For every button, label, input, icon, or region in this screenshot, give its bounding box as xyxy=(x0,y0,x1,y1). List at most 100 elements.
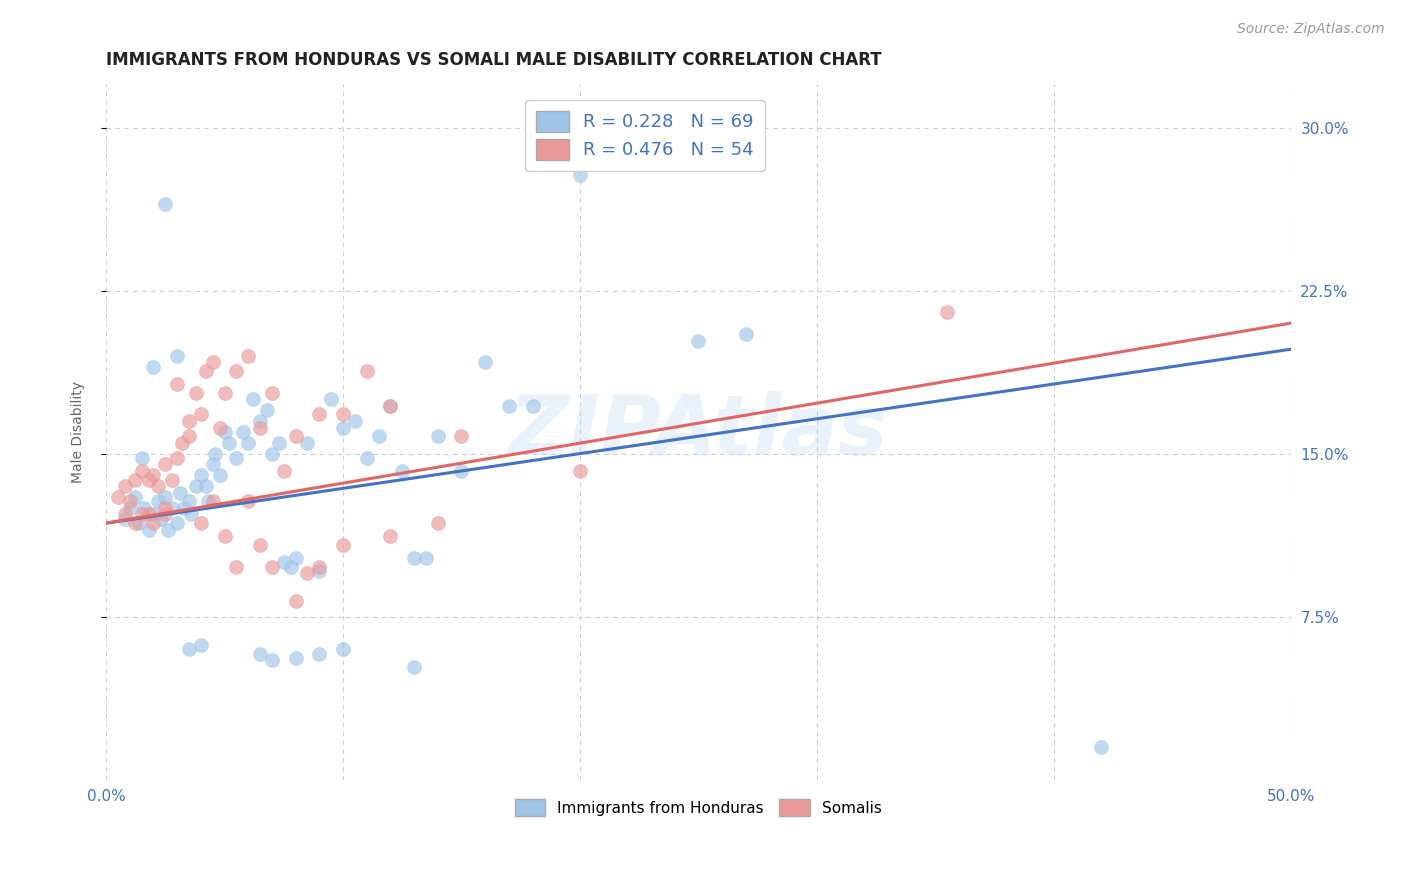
Point xyxy=(148,494,170,508)
Point xyxy=(156,523,179,537)
Point xyxy=(177,642,200,657)
Point xyxy=(201,458,224,472)
Point xyxy=(142,359,165,374)
Point xyxy=(284,429,307,443)
Point xyxy=(114,512,136,526)
Point xyxy=(197,494,219,508)
Point xyxy=(184,479,207,493)
Point xyxy=(308,564,330,578)
Point xyxy=(380,399,402,413)
Point xyxy=(284,651,307,665)
Point xyxy=(321,392,343,407)
Point xyxy=(190,516,212,530)
Point xyxy=(180,508,202,522)
Point xyxy=(190,408,212,422)
Point xyxy=(225,450,247,465)
Point xyxy=(568,464,591,478)
Point xyxy=(214,385,236,400)
Point xyxy=(177,494,200,508)
Legend: Immigrants from Honduras, Somalis: Immigrants from Honduras, Somalis xyxy=(508,791,890,824)
Point xyxy=(155,196,177,211)
Point xyxy=(194,364,217,378)
Point xyxy=(426,516,449,530)
Point xyxy=(238,349,260,363)
Point xyxy=(332,642,354,657)
Point xyxy=(114,508,136,522)
Point xyxy=(426,429,449,443)
Point xyxy=(474,355,496,369)
Point xyxy=(177,414,200,428)
Point xyxy=(184,385,207,400)
Point xyxy=(1090,739,1112,754)
Point xyxy=(173,500,195,515)
Point xyxy=(267,435,290,450)
Point xyxy=(225,559,247,574)
Point xyxy=(128,516,150,530)
Point xyxy=(131,450,153,465)
Point xyxy=(114,479,136,493)
Y-axis label: Male Disability: Male Disability xyxy=(72,381,86,483)
Point xyxy=(214,425,236,439)
Point xyxy=(201,355,224,369)
Point xyxy=(225,364,247,378)
Point xyxy=(190,468,212,483)
Point xyxy=(190,638,212,652)
Point xyxy=(249,414,271,428)
Point xyxy=(936,305,959,319)
Point xyxy=(155,458,177,472)
Point xyxy=(568,169,591,183)
Point xyxy=(415,550,437,565)
Point xyxy=(308,647,330,661)
Point xyxy=(284,594,307,608)
Point xyxy=(169,485,191,500)
Point xyxy=(166,516,188,530)
Point xyxy=(124,490,146,504)
Point xyxy=(155,500,177,515)
Point xyxy=(260,385,283,400)
Point xyxy=(118,500,141,515)
Point xyxy=(356,364,378,378)
Point xyxy=(142,516,165,530)
Point xyxy=(284,550,307,565)
Point xyxy=(232,425,254,439)
Point xyxy=(162,500,184,515)
Point xyxy=(131,508,153,522)
Point xyxy=(118,494,141,508)
Text: IMMIGRANTS FROM HONDURAS VS SOMALI MALE DISABILITY CORRELATION CHART: IMMIGRANTS FROM HONDURAS VS SOMALI MALE … xyxy=(105,51,882,69)
Point xyxy=(166,450,188,465)
Point xyxy=(402,659,425,673)
Point xyxy=(162,473,184,487)
Point xyxy=(332,420,354,434)
Point xyxy=(734,327,756,342)
Point xyxy=(131,464,153,478)
Point xyxy=(260,447,283,461)
Point xyxy=(138,508,160,522)
Point xyxy=(138,523,160,537)
Point xyxy=(124,516,146,530)
Point xyxy=(249,420,271,434)
Point xyxy=(170,435,193,450)
Point xyxy=(280,559,302,574)
Point xyxy=(249,647,271,661)
Point xyxy=(155,490,177,504)
Point xyxy=(297,435,319,450)
Point xyxy=(208,420,231,434)
Point xyxy=(380,529,402,543)
Point xyxy=(260,559,283,574)
Point xyxy=(688,334,710,348)
Point xyxy=(249,538,271,552)
Point xyxy=(238,435,260,450)
Point xyxy=(498,399,520,413)
Point xyxy=(450,464,472,478)
Point xyxy=(450,429,472,443)
Point xyxy=(148,479,170,493)
Point xyxy=(194,479,217,493)
Point xyxy=(166,349,188,363)
Point xyxy=(367,429,389,443)
Point xyxy=(256,403,278,417)
Point xyxy=(238,494,260,508)
Text: ZIPAtlas: ZIPAtlas xyxy=(509,392,889,473)
Point xyxy=(218,435,240,450)
Point xyxy=(124,473,146,487)
Point xyxy=(308,408,330,422)
